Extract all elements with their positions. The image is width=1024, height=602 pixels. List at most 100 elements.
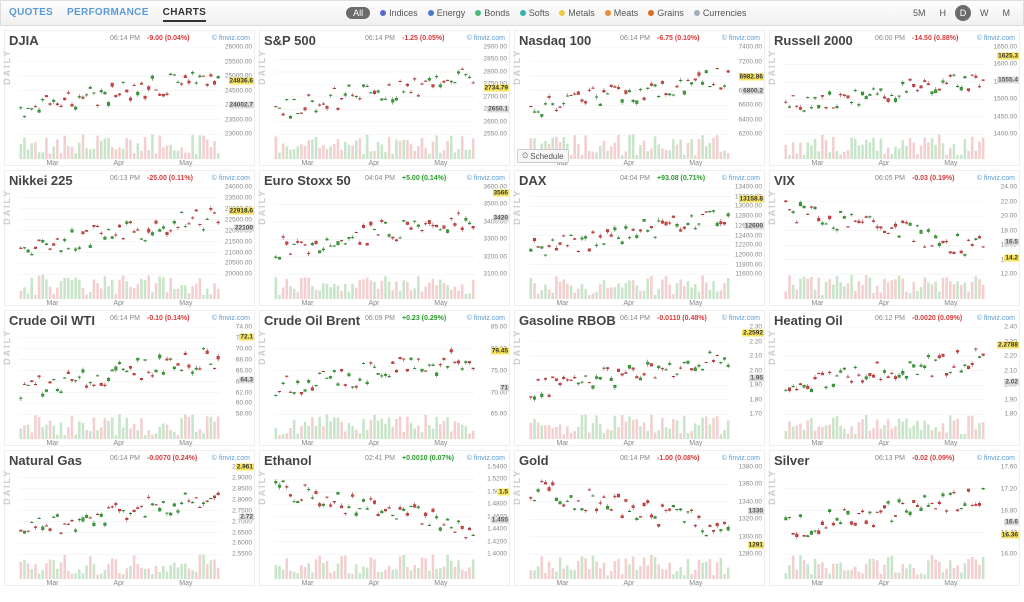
chart-panel-russell-2000[interactable]: Russell 200006:00 PM-14.50 (0.88%)© finv… (769, 30, 1020, 166)
panel-timestamp: 06:14 PM (365, 35, 395, 42)
category-currencies[interactable]: Currencies (694, 8, 747, 18)
chart-panel-s-p-500[interactable]: S&P 50006:14 PM-1.25 (0.05%)© finviz.com… (259, 30, 510, 166)
source-link[interactable]: © finviz.com (212, 455, 250, 462)
interval-label: DAILY (767, 189, 777, 225)
chart-panel-crude-oil-brent[interactable]: Crude Oil Brent06:09 PM+0.23 (0.29%)© fi… (259, 310, 510, 446)
panel-timestamp: 06:14 PM (110, 35, 140, 42)
x-tick: Mar (556, 440, 568, 447)
x-tick: May (689, 580, 702, 587)
source-link[interactable]: © finviz.com (467, 35, 505, 42)
interval-label: DAILY (2, 49, 12, 85)
interval-label: DAILY (257, 189, 267, 225)
timeframe-h[interactable]: H (935, 6, 952, 20)
source-link[interactable]: © finviz.com (212, 315, 250, 322)
interval-label: DAILY (257, 49, 267, 85)
category-meats[interactable]: Meats (605, 8, 639, 18)
last-price-label: 14.2 (1004, 255, 1019, 262)
timeframe-5m[interactable]: 5M (908, 6, 931, 20)
source-link[interactable]: © finviz.com (212, 35, 250, 42)
panel-title: Euro Stoxx 50 (264, 173, 351, 188)
panel-change: -6.75 (0.10%) (657, 35, 699, 42)
chart-panel-natural-gas[interactable]: Natural Gas06:14 PM-0.0070 (0.24%)© finv… (4, 450, 255, 586)
category-metals[interactable]: Metals (559, 8, 595, 18)
category-softs[interactable]: Softs (520, 8, 550, 18)
chart-panel-ethanol[interactable]: Ethanol02:41 PM+0.0010 (0.07%)© finviz.c… (259, 450, 510, 586)
source-link[interactable]: © finviz.com (977, 455, 1015, 462)
source-link[interactable]: © finviz.com (722, 315, 760, 322)
source-link[interactable]: © finviz.com (467, 455, 505, 462)
x-tick: Apr (623, 300, 634, 307)
category-bonds[interactable]: Bonds (475, 8, 510, 18)
interval-label: DAILY (2, 469, 12, 505)
source-link[interactable]: © finviz.com (722, 455, 760, 462)
tab-performance[interactable]: PERFORMANCE (67, 5, 149, 22)
last-price-label: 2.961 (236, 464, 254, 471)
source-link[interactable]: © finviz.com (977, 315, 1015, 322)
source-link[interactable]: © finviz.com (977, 35, 1015, 42)
chart-panel-heating-oil[interactable]: Heating Oil06:12 PM-0.0020 (0.09%)© finv… (769, 310, 1020, 446)
panel-change: -9.00 (0.04%) (147, 35, 189, 42)
chart-panel-nikkei-225[interactable]: Nikkei 22506:13 PM-25.00 (0.11%)© finviz… (4, 170, 255, 306)
panel-timestamp: 06:05 PM (875, 175, 905, 182)
interval-label: DAILY (767, 329, 777, 365)
interval-label: DAILY (512, 189, 522, 225)
source-link[interactable]: © finviz.com (467, 175, 505, 182)
timeframe-d[interactable]: D (955, 5, 971, 21)
x-axis: MarAprMay (19, 300, 220, 307)
x-tick: May (689, 440, 702, 447)
category-dot-icon (648, 10, 654, 16)
source-link[interactable]: © finviz.com (722, 35, 760, 42)
timeframe-m[interactable]: M (998, 6, 1016, 20)
source-link[interactable]: © finviz.com (212, 175, 250, 182)
x-tick: Mar (811, 440, 823, 447)
last-price-label: 13158.8 (739, 195, 765, 202)
y-axis: 11600.0011800.0012000.0012200.0012400.00… (730, 187, 764, 299)
category-all-pill[interactable]: All (346, 7, 370, 19)
category-label: Currencies (703, 8, 747, 18)
category-label: Indices (389, 8, 418, 18)
panel-title: Silver (774, 453, 809, 468)
category-indices[interactable]: Indices (380, 8, 418, 18)
chart-panel-dax[interactable]: DAX04:04 PM+93.08 (0.71%)© finviz.comDAI… (514, 170, 765, 306)
tab-quotes[interactable]: QUOTES (9, 5, 53, 22)
x-tick: May (179, 440, 192, 447)
source-link[interactable]: © finviz.com (467, 315, 505, 322)
panel-timestamp: 06:14 PM (620, 455, 650, 462)
category-dot-icon (559, 10, 565, 16)
source-link[interactable]: © finviz.com (977, 175, 1015, 182)
source-link[interactable]: © finviz.com (722, 175, 760, 182)
x-tick: Apr (113, 580, 124, 587)
panel-title: Russell 2000 (774, 33, 853, 48)
x-tick: May (944, 580, 957, 587)
schedule-button[interactable]: ⏲Schedule (517, 149, 569, 163)
y-axis: 12.0014.0016.0018.0020.0022.0024.0014.21… (985, 187, 1019, 299)
timeframe-w[interactable]: W (975, 6, 994, 20)
chart-area (19, 187, 220, 299)
y-axis: 2.55002.60002.65002.70002.75002.80002.85… (220, 467, 254, 579)
chart-panel-nasdaq-100[interactable]: Nasdaq 10006:14 PM-6.75 (0.10%)© finviz.… (514, 30, 765, 166)
tab-charts[interactable]: CHARTS (163, 5, 206, 22)
chart-panel-crude-oil-wti[interactable]: Crude Oil WTI06:14 PM-0.10 (0.14%)© finv… (4, 310, 255, 446)
chart-panel-euro-stoxx-50[interactable]: Euro Stoxx 5004:04 PM+5.00 (0.14%)© finv… (259, 170, 510, 306)
last-price-label: 6982.86 (739, 74, 765, 81)
ref-price-label: 24002.7 (229, 102, 255, 109)
panel-timestamp: 06:14 PM (620, 35, 650, 42)
x-tick: May (179, 300, 192, 307)
category-grains[interactable]: Grains (648, 8, 684, 18)
panel-title: VIX (774, 173, 795, 188)
last-price-label: 16.36 (1001, 531, 1019, 538)
chart-panel-djia[interactable]: DJIA06:14 PM-9.00 (0.04%)© finviz.comDAI… (4, 30, 255, 166)
chart-panel-gold[interactable]: Gold06:14 PM-1.00 (0.08%)© finviz.comDAI… (514, 450, 765, 586)
chart-panel-vix[interactable]: VIX06:05 PM-0.03 (0.19%)© finviz.comDAIL… (769, 170, 1020, 306)
x-axis: MarAprMay (19, 440, 220, 447)
chart-panel-gasoline-rbob[interactable]: Gasoline RBOB06:14 PM-0.0110 (0.48%)© fi… (514, 310, 765, 446)
last-price-label: 79.45 (491, 348, 509, 355)
chart-panel-silver[interactable]: Silver06:13 PM-0.02 (0.09%)© finviz.comD… (769, 450, 1020, 586)
y-axis: 65.0070.0075.0080.0085.0079.4571 (475, 327, 509, 439)
x-tick: Mar (811, 160, 823, 167)
category-legend: All Indices Energy Bonds Softs Metals Meats Gra… (346, 7, 746, 19)
chart-area (274, 47, 475, 159)
x-tick: Apr (623, 580, 634, 587)
category-label: Meats (614, 8, 639, 18)
category-energy[interactable]: Energy (428, 8, 466, 18)
